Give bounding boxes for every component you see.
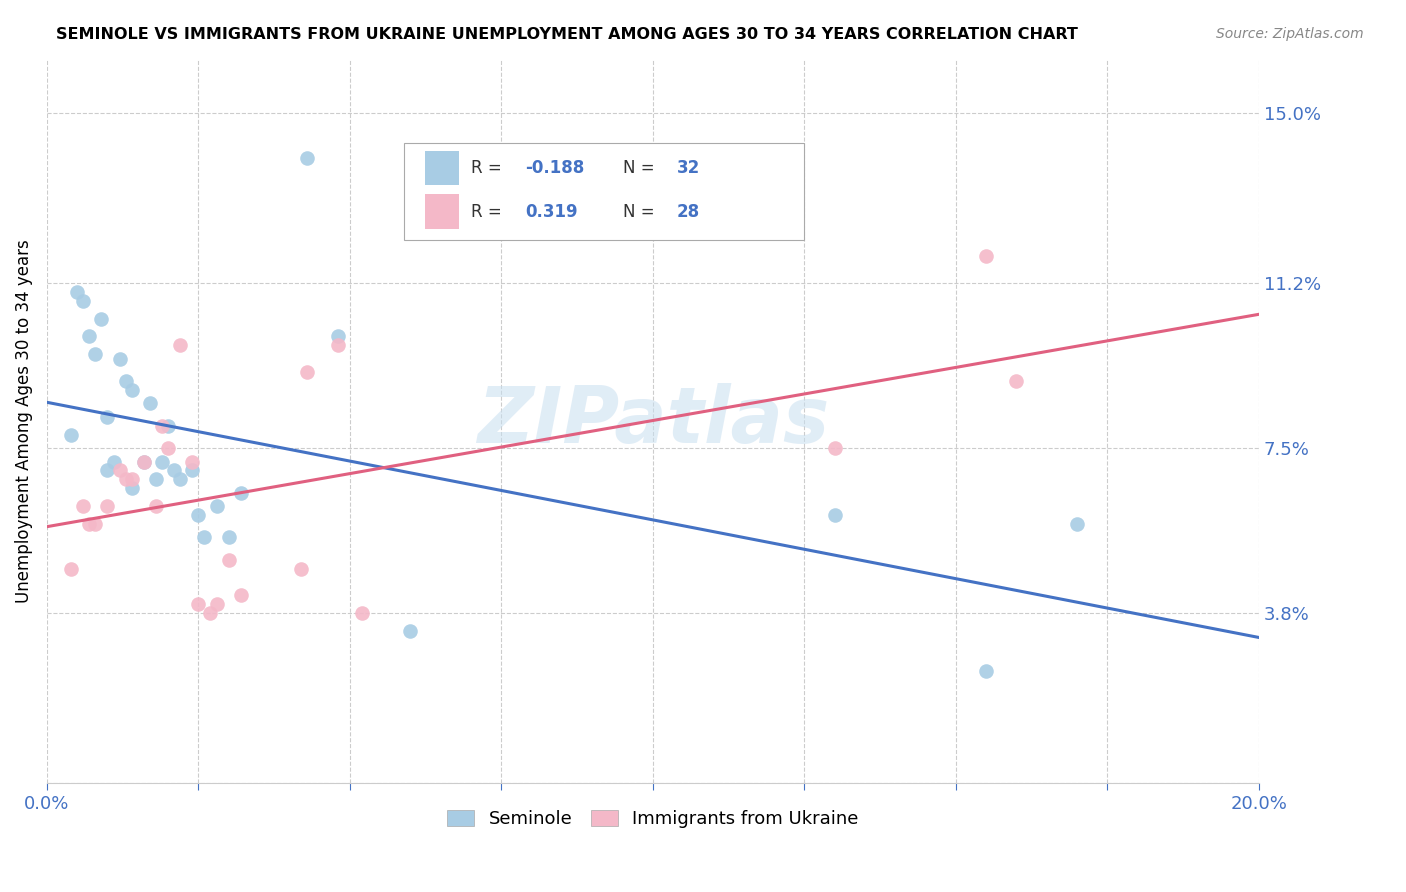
Point xyxy=(150,454,173,468)
Point xyxy=(205,598,228,612)
Point xyxy=(79,516,101,531)
FancyBboxPatch shape xyxy=(425,151,458,186)
Point xyxy=(66,285,89,299)
Text: ZIPatlas: ZIPatlas xyxy=(477,384,830,459)
Point xyxy=(218,531,240,545)
Point xyxy=(350,607,373,621)
Point xyxy=(187,508,209,522)
Point xyxy=(181,463,204,477)
Point xyxy=(114,472,136,486)
Point xyxy=(121,481,143,495)
Point xyxy=(399,624,422,639)
Point xyxy=(84,516,107,531)
Point xyxy=(163,463,186,477)
Text: 0.319: 0.319 xyxy=(526,202,578,220)
Point xyxy=(132,454,155,468)
Point xyxy=(326,338,349,352)
Point xyxy=(824,441,846,455)
Point xyxy=(193,531,215,545)
Point xyxy=(824,508,846,522)
Point xyxy=(169,338,191,352)
Legend: Seminole, Immigrants from Ukraine: Seminole, Immigrants from Ukraine xyxy=(440,803,866,836)
FancyBboxPatch shape xyxy=(425,194,458,229)
Point xyxy=(181,454,204,468)
Point xyxy=(72,293,94,308)
Point xyxy=(60,562,83,576)
Point xyxy=(218,553,240,567)
Point xyxy=(132,454,155,468)
Point xyxy=(108,351,131,366)
Point xyxy=(229,589,252,603)
Text: SEMINOLE VS IMMIGRANTS FROM UKRAINE UNEMPLOYMENT AMONG AGES 30 TO 34 YEARS CORRE: SEMINOLE VS IMMIGRANTS FROM UKRAINE UNEM… xyxy=(56,27,1078,42)
Point xyxy=(72,499,94,513)
Point xyxy=(79,329,101,343)
Y-axis label: Unemployment Among Ages 30 to 34 years: Unemployment Among Ages 30 to 34 years xyxy=(15,239,32,603)
Text: R =: R = xyxy=(471,159,508,178)
Text: -0.188: -0.188 xyxy=(526,159,585,178)
Text: R =: R = xyxy=(471,202,508,220)
Point xyxy=(200,607,222,621)
Point xyxy=(96,463,118,477)
Point xyxy=(187,598,209,612)
Point xyxy=(145,499,167,513)
Point xyxy=(290,562,312,576)
Point xyxy=(974,665,997,679)
Point xyxy=(157,418,180,433)
Point xyxy=(103,454,125,468)
Point xyxy=(96,499,118,513)
Point xyxy=(114,374,136,388)
Point xyxy=(60,427,83,442)
Text: 32: 32 xyxy=(678,159,700,178)
Text: N =: N = xyxy=(623,159,659,178)
Point xyxy=(1066,516,1088,531)
Point xyxy=(157,441,180,455)
Point xyxy=(229,485,252,500)
FancyBboxPatch shape xyxy=(405,143,804,241)
Point xyxy=(169,472,191,486)
Text: N =: N = xyxy=(623,202,659,220)
Point xyxy=(297,365,319,379)
Point xyxy=(121,383,143,397)
Text: Source: ZipAtlas.com: Source: ZipAtlas.com xyxy=(1216,27,1364,41)
Point xyxy=(90,311,112,326)
Text: 28: 28 xyxy=(678,202,700,220)
Point xyxy=(150,418,173,433)
Point xyxy=(84,347,107,361)
Point xyxy=(297,151,319,165)
Point xyxy=(139,396,162,410)
Point xyxy=(96,409,118,424)
Point xyxy=(1005,374,1028,388)
Point xyxy=(974,249,997,263)
Point xyxy=(205,499,228,513)
Point xyxy=(326,329,349,343)
Point xyxy=(108,463,131,477)
Point xyxy=(121,472,143,486)
Point xyxy=(145,472,167,486)
